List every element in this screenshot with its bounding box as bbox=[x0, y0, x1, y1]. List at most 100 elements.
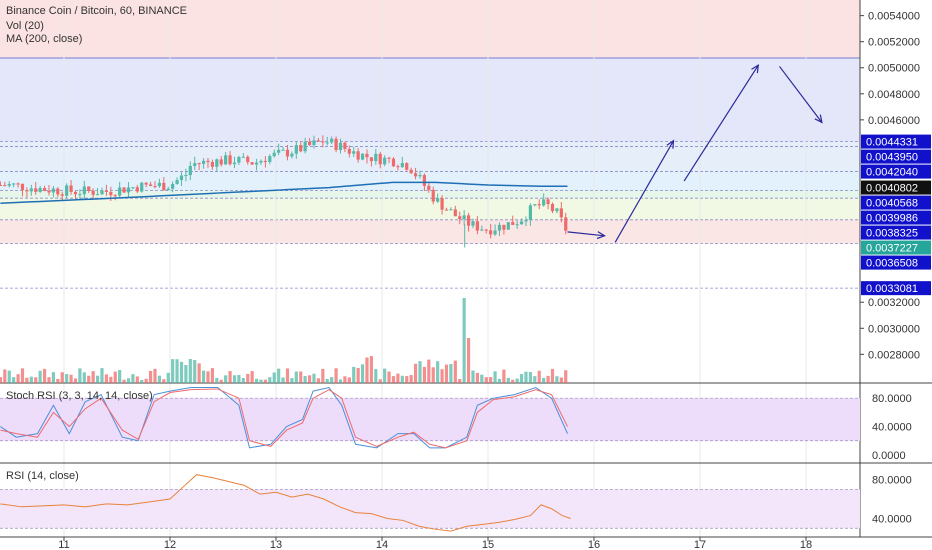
candle-body[interactable] bbox=[272, 152, 276, 157]
candle-body[interactable] bbox=[391, 158, 396, 167]
candle-body[interactable] bbox=[42, 188, 47, 191]
candle-body[interactable] bbox=[206, 160, 210, 163]
candle-body[interactable] bbox=[299, 145, 303, 152]
candle-body[interactable] bbox=[546, 199, 550, 205]
candle-body[interactable] bbox=[440, 198, 444, 210]
candle-body[interactable] bbox=[281, 149, 285, 151]
candle-body[interactable] bbox=[51, 188, 55, 193]
candle-body[interactable] bbox=[263, 160, 267, 162]
candle-body[interactable] bbox=[330, 138, 334, 143]
candle-body[interactable] bbox=[462, 215, 466, 220]
candle-body[interactable] bbox=[60, 194, 64, 196]
candle-body[interactable] bbox=[444, 209, 449, 211]
candle-body[interactable] bbox=[25, 190, 29, 192]
candle-body[interactable] bbox=[338, 142, 343, 151]
candle-body[interactable] bbox=[148, 184, 153, 187]
candle-body[interactable] bbox=[135, 187, 139, 192]
candle-body[interactable] bbox=[453, 209, 457, 217]
candle-body[interactable] bbox=[78, 194, 82, 196]
candle-body[interactable] bbox=[0, 184, 2, 186]
candle-body[interactable] bbox=[303, 141, 307, 152]
candle-body[interactable] bbox=[511, 222, 515, 225]
projection-arrow[interactable] bbox=[567, 231, 605, 237]
candle-body[interactable] bbox=[113, 195, 117, 197]
candle-body[interactable] bbox=[34, 188, 38, 192]
candle-body[interactable] bbox=[69, 185, 73, 192]
candle-body[interactable] bbox=[413, 173, 418, 177]
candle-body[interactable] bbox=[502, 224, 506, 230]
candle-body[interactable] bbox=[268, 156, 272, 162]
candle-body[interactable] bbox=[537, 204, 541, 206]
candle-body[interactable] bbox=[224, 155, 228, 165]
candle-body[interactable] bbox=[484, 229, 488, 231]
candle-body[interactable] bbox=[369, 157, 373, 162]
candle-body[interactable] bbox=[533, 204, 537, 206]
candle-body[interactable] bbox=[140, 182, 144, 192]
candle-body[interactable] bbox=[466, 215, 471, 226]
candle-body[interactable] bbox=[175, 180, 179, 184]
candle-body[interactable] bbox=[555, 208, 559, 212]
candle-body[interactable] bbox=[418, 175, 422, 177]
candle-body[interactable] bbox=[307, 141, 312, 146]
candle-body[interactable] bbox=[232, 162, 237, 165]
candle-body[interactable] bbox=[400, 163, 404, 168]
candle-body[interactable] bbox=[109, 192, 113, 196]
candle-body[interactable] bbox=[559, 208, 563, 218]
candle-body[interactable] bbox=[352, 151, 356, 154]
candle-body[interactable] bbox=[184, 175, 188, 177]
candle-body[interactable] bbox=[550, 204, 555, 212]
candle-body[interactable] bbox=[56, 188, 60, 195]
candle-body[interactable] bbox=[458, 216, 462, 220]
price-axis[interactable]: 0.0054000 0.0052000 0.0050000 0.0048000 0.00… bbox=[860, 11, 920, 526]
candle-body[interactable] bbox=[171, 183, 175, 189]
candle-body[interactable] bbox=[131, 187, 135, 189]
candle-body[interactable] bbox=[3, 185, 7, 187]
projection-arrow[interactable] bbox=[683, 64, 759, 182]
candle-body[interactable] bbox=[157, 182, 161, 187]
candle-body[interactable] bbox=[449, 209, 453, 211]
candle-body[interactable] bbox=[100, 190, 104, 195]
candle-body[interactable] bbox=[82, 186, 86, 195]
candle-body[interactable] bbox=[215, 159, 219, 167]
candle-body[interactable] bbox=[153, 186, 157, 188]
candle-body[interactable] bbox=[334, 138, 338, 151]
candle-body[interactable] bbox=[95, 194, 100, 196]
candle-body[interactable] bbox=[91, 190, 95, 195]
candle-body[interactable] bbox=[277, 149, 281, 153]
candle-body[interactable] bbox=[47, 190, 51, 193]
candle-body[interactable] bbox=[506, 222, 510, 230]
candle-body[interactable] bbox=[237, 157, 241, 163]
candle-body[interactable] bbox=[104, 190, 108, 193]
candle-body[interactable] bbox=[87, 186, 91, 191]
candle-body[interactable] bbox=[374, 153, 378, 162]
candle-body[interactable] bbox=[16, 183, 20, 185]
candle-body[interactable] bbox=[228, 155, 232, 165]
candle-body[interactable] bbox=[347, 148, 351, 154]
candle-body[interactable] bbox=[20, 183, 25, 191]
candle-body[interactable] bbox=[210, 162, 214, 167]
candle-body[interactable] bbox=[528, 205, 532, 221]
candle-body[interactable] bbox=[118, 187, 122, 196]
candle-body[interactable] bbox=[325, 142, 329, 144]
candle-body[interactable] bbox=[431, 189, 435, 202]
projection-arrow[interactable] bbox=[779, 66, 823, 123]
candle-body[interactable] bbox=[519, 221, 524, 225]
candle-body[interactable] bbox=[515, 224, 519, 226]
candle-body[interactable] bbox=[564, 217, 568, 231]
candle-body[interactable] bbox=[250, 162, 254, 165]
candle-body[interactable] bbox=[7, 183, 11, 186]
candle-body[interactable] bbox=[254, 162, 259, 165]
candle-body[interactable] bbox=[241, 156, 245, 158]
candle-body[interactable] bbox=[312, 140, 316, 146]
candle-body[interactable] bbox=[422, 175, 426, 186]
candle-body[interactable] bbox=[360, 153, 365, 160]
candle-body[interactable] bbox=[542, 199, 546, 206]
candle-body[interactable] bbox=[188, 165, 192, 176]
candle-body[interactable] bbox=[197, 163, 201, 165]
candle-body[interactable] bbox=[489, 230, 493, 235]
candle-body[interactable] bbox=[475, 221, 479, 231]
candle-body[interactable] bbox=[290, 153, 294, 157]
candle-body[interactable] bbox=[12, 183, 16, 185]
candle-body[interactable] bbox=[321, 141, 325, 143]
